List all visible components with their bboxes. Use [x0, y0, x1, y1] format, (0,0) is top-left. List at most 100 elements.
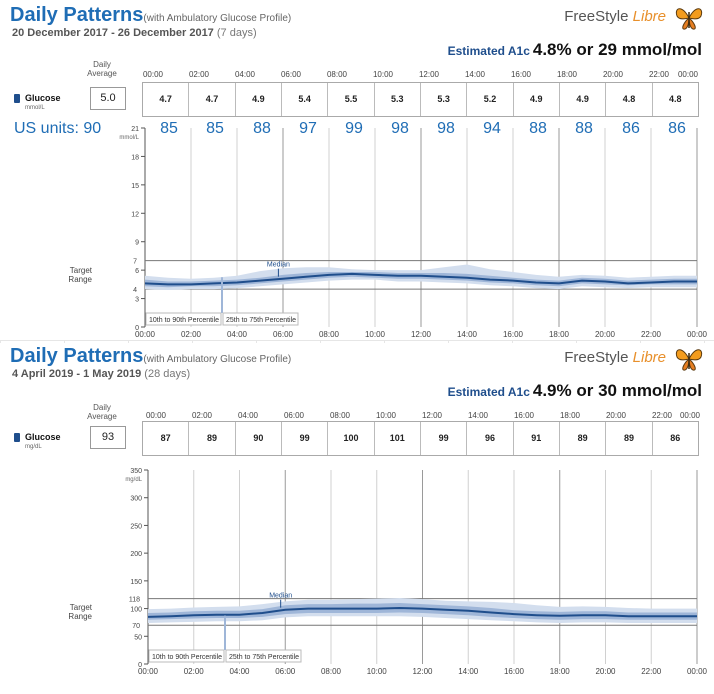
time-axis-top: 00:00 02:00 04:00 06:00 08:00 10:00 12:0… — [140, 411, 710, 423]
median-label: Median — [269, 593, 292, 600]
us-unit-value: 85 — [160, 120, 178, 137]
time-label: 08:00 — [329, 411, 351, 420]
agp-chart-2019: 0 50 100 150 200 250 300 350 mg/dL 118 70 TargetRan… — [68, 468, 707, 676]
time-label: 14:00 — [467, 411, 489, 420]
hourly-average: 91 — [512, 422, 559, 455]
glucose-label: Glucose — [25, 93, 61, 103]
x-tick-label: 04:00 — [227, 330, 248, 339]
x-tick-label: 06:00 — [275, 667, 296, 676]
hourly-average: 87 — [160, 433, 171, 443]
hourly-average: 5.5 — [327, 83, 373, 116]
day-count: (7 days) — [216, 27, 257, 39]
y-tick-label: 21 — [131, 126, 139, 133]
title-subtitle: (with Ambulatory Glucose Profile) — [143, 13, 292, 24]
glucose-sensor-icon — [14, 433, 20, 442]
time-label: 16:00 — [513, 411, 535, 420]
x-tick-label: 10:00 — [367, 667, 388, 676]
brand-name-b: Libre — [632, 8, 666, 25]
y-tick-label: 300 — [130, 496, 142, 503]
time-label: 10:00 — [375, 411, 397, 420]
time-label: 20:00 — [605, 411, 627, 420]
time-label: 00:00 — [142, 70, 164, 79]
glucose-row: Glucose mg/dL 93 — [8, 426, 138, 457]
target-upper-label: 118 — [129, 597, 140, 604]
brand-name-a: FreeStyle — [564, 8, 629, 25]
hourly-average: 89 — [188, 422, 234, 455]
us-unit-value: 88 — [529, 120, 547, 137]
hourly-average: 4.9 — [234, 83, 281, 116]
x-tick-label: 14:00 — [457, 330, 478, 339]
a1c-value: 4.8% or 29 mmol/mol — [532, 40, 702, 59]
us-unit-value: 98 — [437, 120, 455, 137]
y-tick-label: 100 — [130, 607, 142, 614]
hourly-average: 5.3 — [419, 83, 466, 116]
time-label: 22:00 — [651, 411, 673, 420]
brand-name-b: Libre — [632, 349, 666, 366]
hourly-average: 86 — [651, 422, 698, 455]
hourly-average: 5.3 — [373, 83, 420, 116]
daily-average-value: 5.0 — [90, 87, 126, 110]
x-tick-label: 00:00 — [687, 330, 708, 339]
time-label: 12:00 — [418, 70, 440, 79]
x-tick-label: 16:00 — [503, 330, 524, 339]
x-tick-label: 08:00 — [319, 330, 340, 339]
y-unit-label: mg/dL — [125, 477, 142, 483]
y-tick-label: 9 — [135, 240, 139, 247]
estimated-a1c: Estimated A1c 4.9% or 30 mmol/mol — [448, 381, 702, 401]
target-range-label: Range — [68, 612, 92, 621]
daily-average-label-line1: Daily — [93, 403, 111, 412]
us-unit-value: 99 — [345, 120, 363, 137]
hourly-average-row: 4.7 4.7 4.9 5.4 5.5 5.3 5.3 5.2 4.9 4.9 … — [142, 82, 699, 117]
target-range-label: Target — [70, 603, 93, 612]
legend-inner-label: 25th to 75th Percentile — [226, 317, 296, 324]
x-tick-label: 12:00 — [412, 667, 433, 676]
hourly-average: 4.9 — [558, 83, 605, 116]
x-tick-label: 02:00 — [181, 330, 202, 339]
y-tick-label: 200 — [130, 551, 142, 558]
us-units-average: 90 — [83, 120, 102, 137]
y-tick-label: 0 — [135, 325, 139, 332]
us-unit-value: 97 — [299, 120, 317, 137]
glucose-unit: mg/dL — [25, 444, 42, 450]
x-tick-label: 16:00 — [504, 667, 525, 676]
freestyle-libre-logo: FreeStyle Libre — [564, 8, 666, 25]
time-label: 04:00 — [234, 70, 256, 79]
median-line — [147, 606, 697, 618]
time-label: 06:00 — [280, 70, 302, 79]
a1c-value: 4.9% or 30 mmol/mol — [532, 381, 702, 400]
daily-average-value: 93 — [90, 426, 126, 449]
time-label: 00:00 — [677, 70, 699, 79]
glucose-label: Glucose — [25, 432, 61, 442]
daily-average-label: Daily Average — [80, 403, 124, 421]
y-tick-label: 250 — [130, 523, 142, 530]
y-tick-label: 0 — [138, 662, 142, 669]
time-label: 18:00 — [559, 411, 581, 420]
target-range-label: Target — [70, 266, 93, 275]
us-unit-value: 88 — [253, 120, 271, 137]
y-tick-label: 150 — [130, 579, 142, 586]
time-label: 00:00 — [679, 411, 701, 420]
x-tick-label: 22:00 — [641, 667, 662, 676]
us-units-label: US units: 90 — [14, 120, 101, 138]
hourly-average: 101 — [373, 422, 420, 455]
glucose-unit: mmol/L — [25, 105, 45, 111]
us-units-annotation: US units: 90 85 85 88 97 99 98 98 94 88 … — [14, 120, 704, 142]
y-unit-label: mmol/L — [119, 135, 139, 141]
hourly-average: 99 — [419, 422, 466, 455]
time-label: 00:00 — [145, 411, 167, 420]
time-label: 22:00 — [648, 70, 670, 79]
freestyle-libre-logo: FreeStyle Libre — [564, 349, 666, 366]
y-tick-label: 6 — [135, 268, 139, 275]
median-label: Median — [267, 262, 290, 269]
us-unit-value: 94 — [483, 120, 501, 137]
median-line — [144, 272, 697, 286]
x-tick-label: 04:00 — [229, 667, 250, 676]
x-tick-label: 20:00 — [595, 667, 616, 676]
date-range-text: 20 December 2017 - 26 December 2017 — [12, 27, 214, 39]
daily-average-label-line1: Daily — [93, 60, 111, 69]
us-unit-value: 86 — [668, 120, 686, 137]
date-range: 4 April 2019 - 1 May 2019 (28 days) — [12, 368, 190, 380]
us-unit-value: 88 — [575, 120, 593, 137]
butterfly-icon — [675, 349, 703, 371]
y-tick-label: 3 — [135, 297, 139, 304]
